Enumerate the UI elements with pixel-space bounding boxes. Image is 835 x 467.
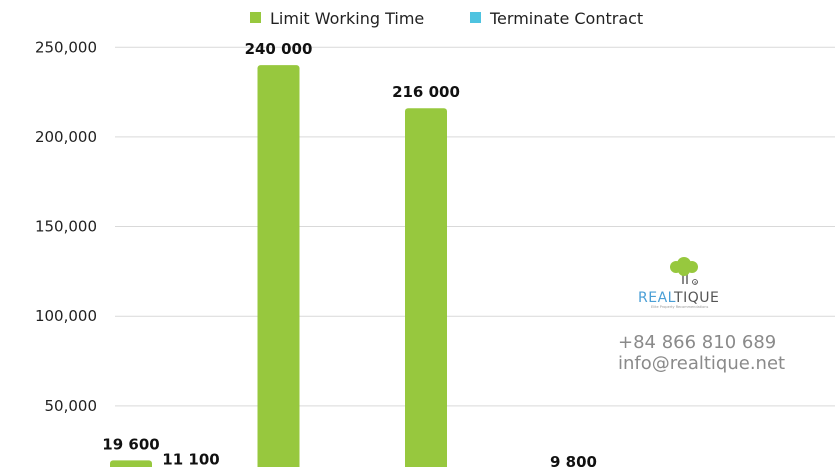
data-label: 216 000	[392, 83, 460, 101]
data-label: 9 800	[550, 453, 597, 467]
data-label: 19 600	[102, 435, 159, 453]
y-axis-ticks: 50,000 100,000 150,000 200,000 250,000	[35, 38, 97, 415]
bar-limit-working-time[interactable]	[405, 108, 447, 467]
logo-wordmark: REALTIQUE	[638, 290, 719, 306]
tree-logo-icon: ®	[670, 257, 698, 285]
legend-item-terminate-contract[interactable]: Terminate Contract	[470, 9, 643, 28]
watermark: ® REALTIQUE Elite Property Recommendatio…	[618, 257, 785, 374]
legend: Limit Working Time Terminate Contract	[250, 9, 643, 28]
gridlines	[115, 46, 835, 407]
y-tick-label: 200,000	[35, 128, 97, 146]
legend-label-terminate-contract: Terminate Contract	[489, 9, 643, 28]
y-tick-label: 100,000	[35, 307, 97, 325]
bar-limit-working-time[interactable]	[257, 65, 300, 467]
legend-item-limit-working-time[interactable]: Limit Working Time	[250, 9, 424, 28]
registered-mark: ®	[694, 281, 698, 285]
contact-phone: +84 866 810 689	[618, 332, 776, 353]
legend-swatch-limit-working-time	[250, 12, 261, 23]
logo-tagline: Elite Property Recommendations	[651, 305, 708, 309]
contact-email: info@realtique.net	[618, 353, 785, 374]
data-label: 11 100	[162, 451, 219, 467]
y-tick-label: 250,000	[35, 38, 97, 56]
legend-swatch-terminate-contract	[470, 12, 481, 23]
y-tick-label: 50,000	[45, 397, 98, 415]
data-label: 240 000	[245, 40, 313, 58]
bar-limit-working-time[interactable]	[110, 460, 152, 467]
bars	[110, 65, 447, 467]
y-tick-label: 150,000	[35, 218, 97, 236]
legend-label-limit-working-time: Limit Working Time	[270, 9, 424, 28]
